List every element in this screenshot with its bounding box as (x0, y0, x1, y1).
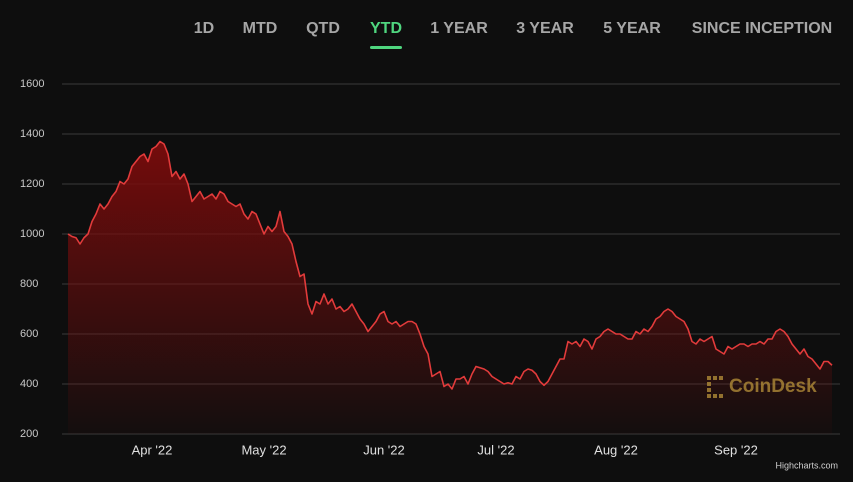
range-tabs: 1D MTD QTD YTD 1 YEAR 3 YEAR 5 YEAR SINCE INCEP… (194, 20, 832, 49)
x-tick-label: Sep '22 (714, 442, 758, 457)
watermark-logo-dot (719, 394, 723, 398)
y-tick-label: 200 (20, 428, 38, 440)
range-tab[interactable]: QTD (306, 20, 340, 37)
watermark-text: CoinDesk (729, 376, 817, 397)
watermark-logo-dot (707, 376, 711, 380)
range-tab[interactable]: 3 YEAR (516, 20, 574, 37)
x-tick-label: May '22 (241, 442, 286, 457)
range-tab[interactable]: YTD (370, 20, 402, 37)
watermark-logo-dot (707, 394, 711, 398)
watermark-logo-dot (707, 388, 711, 392)
y-tick-label: 1400 (20, 128, 44, 140)
area-fill (68, 141, 832, 434)
range-tab[interactable]: SINCE INCEPTION (692, 20, 832, 37)
y-tick-label: 400 (20, 378, 38, 390)
watermark-logo-dot (713, 394, 717, 398)
y-tick-label: 800 (20, 278, 38, 290)
active-tab-underline (370, 46, 402, 49)
y-tick-label: 1000 (20, 228, 44, 240)
x-tick-label: Jun '22 (363, 442, 405, 457)
watermark-logo-dot (719, 376, 723, 380)
x-tick-label: Aug '22 (594, 442, 638, 457)
y-tick-label: 1600 (20, 78, 44, 90)
watermark-logo-dot (707, 382, 711, 386)
x-tick-label: Jul '22 (477, 442, 514, 457)
y-tick-label: 1200 (20, 178, 44, 190)
x-tick-label: Apr '22 (132, 442, 173, 457)
watermark-logo-dot (713, 376, 717, 380)
price-line (67, 140, 833, 390)
range-tab[interactable]: 5 YEAR (603, 20, 661, 37)
credits[interactable]: Highcharts.com (775, 460, 838, 470)
range-tab[interactable]: MTD (243, 20, 278, 37)
watermark: CoinDesk (707, 376, 817, 398)
range-tab[interactable]: 1D (194, 20, 214, 37)
y-tick-label: 600 (20, 328, 38, 340)
range-tab[interactable]: 1 YEAR (430, 20, 488, 37)
